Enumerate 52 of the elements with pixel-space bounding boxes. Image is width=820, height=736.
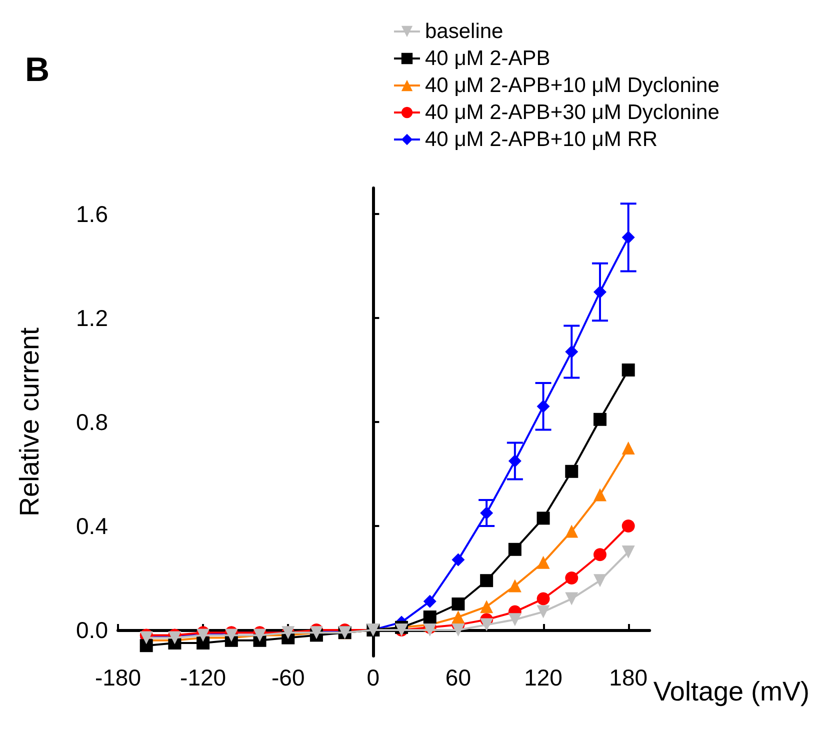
point	[480, 600, 494, 614]
legend-label: 40 μM 2-APB+30 μM Dyclonine	[425, 101, 720, 124]
x-tick-label: 180	[609, 664, 648, 690]
point	[452, 624, 465, 636]
point	[452, 598, 465, 610]
point	[452, 610, 465, 624]
x-tick-label: 0	[366, 664, 380, 690]
x-tick-label: -180	[94, 664, 142, 690]
point	[508, 613, 522, 626]
point	[594, 548, 606, 562]
point	[565, 572, 578, 584]
y-axis-title: Relative current	[14, 326, 44, 517]
y-tick-label: 0.0	[76, 617, 108, 643]
y-tick-label: 1.6	[76, 201, 108, 227]
point	[536, 556, 550, 569]
point	[593, 488, 606, 502]
point	[224, 628, 238, 642]
legend-label: 40 μM 2-APB	[425, 47, 550, 70]
y-tick-label: 1.2	[76, 305, 108, 331]
point	[536, 592, 550, 606]
point	[452, 553, 465, 566]
point	[508, 579, 522, 592]
x-tick-label: 60	[445, 664, 472, 690]
point	[593, 412, 606, 426]
point	[593, 574, 606, 588]
point	[508, 542, 522, 556]
chart-title: B	[25, 51, 50, 89]
point	[480, 574, 494, 588]
point	[622, 546, 635, 558]
point	[622, 364, 635, 376]
x-tick-label: 120	[524, 664, 562, 690]
point	[565, 592, 578, 606]
legend-label: 40 μM 2-APB+10 μM RR	[425, 128, 658, 151]
point	[622, 520, 635, 532]
x-tick-label: -60	[271, 664, 305, 690]
point	[622, 442, 635, 454]
point	[140, 639, 153, 652]
point	[168, 631, 182, 644]
x-tick-label: -120	[180, 664, 226, 690]
y-tick-label: 0.4	[76, 513, 108, 539]
y-tick-label: 0.8	[76, 409, 108, 435]
point	[480, 618, 494, 632]
legend-label: baseline	[425, 20, 504, 43]
point	[565, 464, 578, 478]
point	[536, 605, 550, 618]
point	[196, 636, 210, 650]
legend-label: 40 μM 2-APB+10 μM Dyclonine	[425, 74, 720, 97]
x-axis-title: Voltage (mV)	[653, 676, 810, 706]
point	[536, 512, 550, 525]
point	[423, 594, 436, 608]
point	[423, 610, 436, 624]
point	[565, 524, 578, 538]
